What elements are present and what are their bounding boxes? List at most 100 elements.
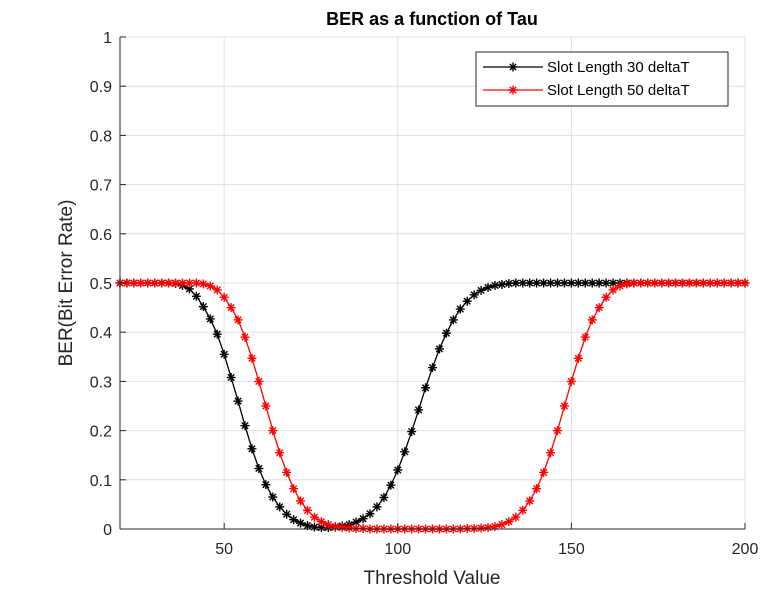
data-point [476,285,486,295]
legend-label: Slot Length 30 deltaT [547,59,690,76]
legend-marker [508,62,518,72]
data-point [594,278,604,288]
data-point [289,515,299,525]
data-point [428,363,437,373]
data-point [282,467,292,477]
data-point [587,315,597,325]
data-point [386,480,396,490]
data-point [546,448,556,458]
data-point [483,523,493,533]
data-point [573,353,583,363]
data-point [268,426,278,436]
data-point [212,285,222,295]
y-tick-label: 0.5 [90,276,112,293]
data-point [205,314,215,324]
data-point [469,290,479,300]
data-point [275,448,285,458]
x-tick-label: 50 [215,541,233,558]
y-tick-label: 0.7 [90,178,112,195]
data-point [525,496,535,506]
data-point [233,315,243,325]
data-point [740,278,750,288]
data-point [678,278,687,288]
data-point [261,480,271,490]
data-point [136,278,146,288]
data-point [129,278,139,288]
tick-labels: 50 100 150 200 0 0.1 0.2 0.3 0.4 0.5 0.6 0.7 0.8 0.9 1 [90,30,759,558]
chart-title: BER as a function of Tau [326,9,538,29]
data-point [518,505,528,515]
y-tick-label: 0.1 [90,473,112,490]
data-point [254,376,264,386]
data-point [226,303,236,313]
data-point [455,304,465,314]
legend-box [475,51,729,107]
y-tick-label: 0.9 [90,79,112,96]
data-point [421,383,431,393]
data-point [240,421,250,431]
data-point [622,279,632,289]
data-point [490,280,500,290]
data-point [414,405,424,415]
data-point [601,278,611,288]
y-tick-label: 0 [103,522,112,539]
data-point [504,517,514,527]
data-point [566,376,576,386]
series-layer [115,278,750,534]
data-point [407,427,417,437]
x-tick-label: 150 [558,541,585,558]
data-point [476,523,486,533]
series-2 [115,278,750,534]
data-point [525,278,535,288]
data-point [601,292,611,302]
data-point [289,484,299,494]
data-point [573,278,583,288]
data-point [664,278,674,288]
data-point [261,401,271,411]
data-point [212,329,222,339]
data-point [219,292,229,302]
data-point [497,520,507,530]
y-tick-label: 1 [103,30,112,47]
data-point [671,278,681,288]
data-point [316,517,326,527]
data-point [372,502,382,512]
data-point [191,278,201,288]
x-tick-label: 200 [732,541,759,558]
legend-marker [508,85,518,95]
data-point [268,492,278,502]
data-point [393,465,403,475]
y-tick-label: 0.8 [90,128,112,145]
data-point [358,514,368,524]
data-point [539,467,549,477]
data-point [553,426,562,436]
data-point [330,522,340,532]
data-point [254,463,264,473]
data-point [594,303,604,313]
data-point [198,302,208,312]
data-point [379,493,389,503]
data-point [483,282,493,292]
data-point [296,496,306,506]
data-point [434,344,444,354]
data-point [226,372,236,382]
data-point [178,278,187,288]
axes [119,36,746,530]
data-point [615,281,625,291]
data-point [191,291,201,301]
data-point [344,523,354,533]
data-point [518,278,528,288]
data-point [247,444,257,454]
y-tick-label: 0.3 [90,374,112,391]
data-point [282,509,292,519]
y-tick-label: 0.4 [90,325,112,342]
data-point [303,505,312,515]
y-axis-label: BER(Bit Error Rate) [56,200,77,367]
data-point [448,315,458,325]
legend: Slot Length 30 deltaT Slot Length 50 delt… [475,51,729,107]
data-point [462,296,472,306]
data-point [441,328,451,338]
data-point [219,349,229,359]
data-point [247,353,257,363]
